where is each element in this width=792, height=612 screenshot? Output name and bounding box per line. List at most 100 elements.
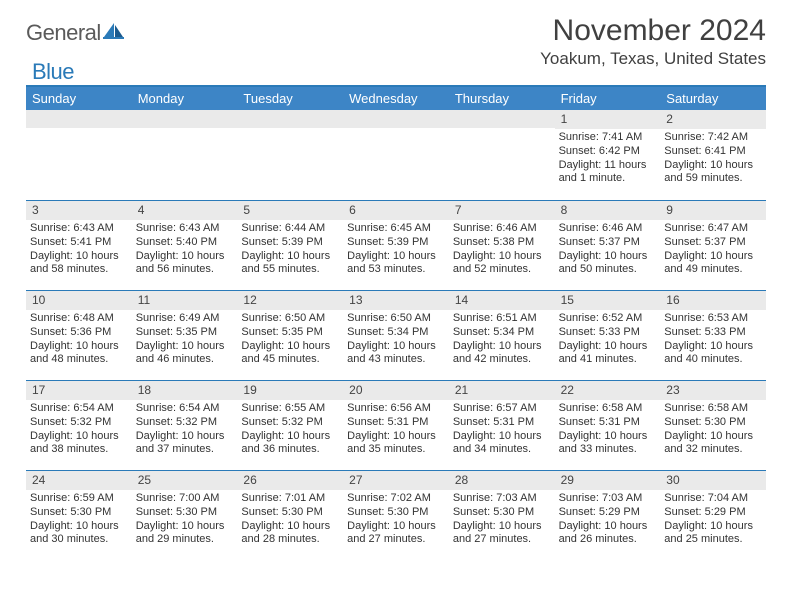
calendar-page: General November 2024 Yoakum, Texas, Uni…: [0, 0, 792, 578]
day-detail: Daylight: 10 hours and 34 minutes.: [453, 430, 551, 458]
day-cell: [237, 110, 343, 200]
logo-word-1: General: [26, 20, 101, 46]
day-number: [132, 110, 238, 128]
day-detail: Sunset: 5:39 PM: [241, 236, 339, 250]
day-cell: 22Sunrise: 6:58 AMSunset: 5:31 PMDayligh…: [555, 381, 661, 470]
day-detail: Sunset: 5:30 PM: [136, 506, 234, 520]
day-detail: Sunrise: 6:52 AM: [559, 312, 657, 326]
day-detail: Daylight: 10 hours and 26 minutes.: [559, 520, 657, 548]
week-row: 1Sunrise: 7:41 AMSunset: 6:42 PMDaylight…: [26, 110, 766, 200]
day-detail: Daylight: 10 hours and 53 minutes.: [347, 250, 445, 278]
day-number: 17: [26, 381, 132, 400]
weekday-header: Thursday: [449, 87, 555, 110]
day-detail: Sunset: 6:41 PM: [664, 145, 762, 159]
day-cell: 24Sunrise: 6:59 AMSunset: 5:30 PMDayligh…: [26, 471, 132, 560]
day-number: 6: [343, 201, 449, 220]
day-detail: Sunset: 5:36 PM: [30, 326, 128, 340]
day-detail: Sunrise: 7:02 AM: [347, 492, 445, 506]
day-cell: [132, 110, 238, 200]
day-cell: 11 Sunrise: 6:49 AMSunset: 5:35 PMDayligh…: [132, 291, 238, 380]
day-number: 10: [26, 291, 132, 310]
day-detail: Sunset: 5:35 PM: [241, 326, 339, 340]
week-row: 24Sunrise: 6:59 AMSunset: 5:30 PMDayligh…: [26, 470, 766, 560]
weekday-header: Saturday: [660, 87, 766, 110]
weeks-container: 1Sunrise: 7:41 AMSunset: 6:42 PMDaylight…: [26, 110, 766, 560]
day-detail: Sunset: 5:33 PM: [559, 326, 657, 340]
day-cell: 6Sunrise: 6:45 AMSunset: 5:39 PMDaylight…: [343, 201, 449, 290]
day-detail: Sunrise: 6:54 AM: [30, 402, 128, 416]
weekday-header: Wednesday: [343, 87, 449, 110]
day-detail: Daylight: 10 hours and 28 minutes.: [241, 520, 339, 548]
day-detail: Daylight: 10 hours and 27 minutes.: [347, 520, 445, 548]
day-number: 11: [132, 291, 238, 310]
day-detail: Sunset: 5:30 PM: [30, 506, 128, 520]
day-detail: Daylight: 10 hours and 45 minutes.: [241, 340, 339, 368]
day-cell: 12 Sunrise: 6:50 AMSunset: 5:35 PMDayligh…: [237, 291, 343, 380]
day-detail: Daylight: 10 hours and 49 minutes.: [664, 250, 762, 278]
day-detail: Sunset: 5:31 PM: [453, 416, 551, 430]
day-number: 13: [343, 291, 449, 310]
day-cell: 17Sunrise: 6:54 AMSunset: 5:32 PMDayligh…: [26, 381, 132, 470]
day-detail: Sunset: 5:34 PM: [347, 326, 445, 340]
day-detail: Daylight: 10 hours and 27 minutes.: [453, 520, 551, 548]
day-detail: Daylight: 10 hours and 32 minutes.: [664, 430, 762, 458]
day-cell: 9Sunrise: 6:47 AMSunset: 5:37 PMDaylight…: [660, 201, 766, 290]
day-detail: Daylight: 10 hours and 43 minutes.: [347, 340, 445, 368]
day-detail: Daylight: 10 hours and 46 minutes.: [136, 340, 234, 368]
day-detail: Sunset: 5:32 PM: [136, 416, 234, 430]
day-detail: Sunset: 5:37 PM: [559, 236, 657, 250]
day-number: 5: [237, 201, 343, 220]
day-number: 23: [660, 381, 766, 400]
day-cell: 20Sunrise: 6:56 AMSunset: 5:31 PMDayligh…: [343, 381, 449, 470]
day-detail: Sunset: 5:35 PM: [136, 326, 234, 340]
day-detail: Sunset: 5:32 PM: [241, 416, 339, 430]
day-detail: Daylight: 10 hours and 25 minutes.: [664, 520, 762, 548]
day-detail: Sunrise: 6:50 AM: [347, 312, 445, 326]
day-cell: 1Sunrise: 7:41 AMSunset: 6:42 PMDaylight…: [555, 110, 661, 200]
day-cell: 14Sunrise: 6:51 AMSunset: 5:34 PMDayligh…: [449, 291, 555, 380]
weekday-header: Friday: [555, 87, 661, 110]
day-detail: Sunset: 5:40 PM: [136, 236, 234, 250]
day-detail: Daylight: 10 hours and 37 minutes.: [136, 430, 234, 458]
day-detail: Sunrise: 6:56 AM: [347, 402, 445, 416]
day-detail: Sunset: 5:29 PM: [664, 506, 762, 520]
day-detail: Sunrise: 6:57 AM: [453, 402, 551, 416]
day-detail: Sunrise: 6:49 AM: [136, 312, 234, 326]
day-detail: Sunrise: 7:04 AM: [664, 492, 762, 506]
day-detail: Sunrise: 6:46 AM: [559, 222, 657, 236]
day-detail: Sunset: 5:31 PM: [347, 416, 445, 430]
day-cell: 28Sunrise: 7:03 AMSunset: 5:30 PMDayligh…: [449, 471, 555, 560]
day-number: 21: [449, 381, 555, 400]
day-detail: Daylight: 10 hours and 42 minutes.: [453, 340, 551, 368]
day-detail: Sunset: 5:34 PM: [453, 326, 551, 340]
day-detail: Sunset: 5:33 PM: [664, 326, 762, 340]
day-detail: Sunrise: 6:43 AM: [30, 222, 128, 236]
weekday-header: Sunday: [26, 87, 132, 110]
day-detail: Daylight: 11 hours and 1 minute.: [559, 159, 657, 187]
day-detail: Sunrise: 6:47 AM: [664, 222, 762, 236]
day-number: 28: [449, 471, 555, 490]
day-detail: Sunset: 5:30 PM: [664, 416, 762, 430]
day-number: 14: [449, 291, 555, 310]
day-number: 3: [26, 201, 132, 220]
title-block: November 2024 Yoakum, Texas, United Stat…: [540, 14, 766, 69]
day-detail: Daylight: 10 hours and 55 minutes.: [241, 250, 339, 278]
day-detail: Sunrise: 6:55 AM: [241, 402, 339, 416]
day-detail: Daylight: 10 hours and 30 minutes.: [30, 520, 128, 548]
day-detail: Sunset: 5:39 PM: [347, 236, 445, 250]
day-detail: Sunset: 5:30 PM: [453, 506, 551, 520]
day-cell: 5Sunrise: 6:44 AMSunset: 5:39 PMDaylight…: [237, 201, 343, 290]
day-detail: Sunrise: 6:50 AM: [241, 312, 339, 326]
day-number: 15: [555, 291, 661, 310]
day-detail: Daylight: 10 hours and 38 minutes.: [30, 430, 128, 458]
day-number: 9: [660, 201, 766, 220]
day-detail: Sunrise: 7:00 AM: [136, 492, 234, 506]
week-row: 17Sunrise: 6:54 AMSunset: 5:32 PMDayligh…: [26, 380, 766, 470]
day-number: 24: [26, 471, 132, 490]
day-number: [343, 110, 449, 128]
day-cell: 21 Sunrise: 6:57 AMSunset: 5:31 PMDayligh…: [449, 381, 555, 470]
day-detail: Sunset: 5:31 PM: [559, 416, 657, 430]
day-number: 19: [237, 381, 343, 400]
day-cell: 29Sunrise: 7:03 AMSunset: 5:29 PMDayligh…: [555, 471, 661, 560]
day-number: 12: [237, 291, 343, 310]
